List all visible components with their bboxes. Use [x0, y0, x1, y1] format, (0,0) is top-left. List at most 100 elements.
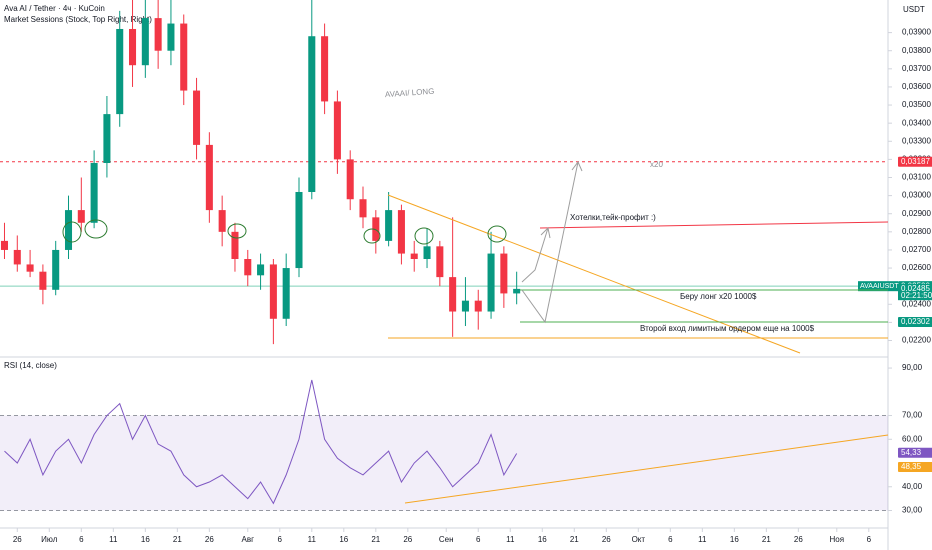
price-tag-label: 0,03187: [901, 157, 930, 166]
candle-body: [333, 101, 341, 160]
y-tick-label: 40,00: [902, 482, 923, 491]
chart-title: Ava AI / Tether · 4ч · KuCoin: [4, 4, 105, 13]
x-tick-label: 6: [668, 535, 673, 544]
candle-body: [513, 288, 521, 294]
x-tick-label: 21: [173, 535, 182, 544]
candle-body: [26, 264, 34, 272]
y-tick-label: 0,02900: [902, 209, 931, 218]
x-tick-label: 26: [205, 535, 214, 544]
x-tick-label: 26: [602, 535, 611, 544]
x-tick-label: 6: [476, 535, 481, 544]
candle-body: [461, 300, 469, 312]
annotation: Второй вход лимитным ордером еще на 1000…: [640, 324, 815, 333]
candle-body: [269, 264, 277, 319]
candle-body: [500, 253, 508, 294]
chart-subtitle: Market Sessions (Stock, Top Right, Right…: [4, 15, 152, 24]
y-tick-label: 0,02600: [902, 263, 931, 272]
candle-body: [474, 300, 482, 312]
candle-body: [487, 253, 495, 312]
candle-body: [385, 210, 393, 241]
y-tick-label: 60,00: [902, 434, 923, 443]
x-tick-label: Сен: [439, 535, 454, 544]
drawings: [62, 161, 889, 504]
price-tag: [898, 461, 932, 472]
x-tick-label: 6: [278, 535, 283, 544]
x-tick-label: 6: [79, 535, 84, 544]
candle-body: [359, 199, 367, 218]
annotation: Хотелки,тейк-профит :): [570, 213, 656, 222]
x-tick-label: Авг: [242, 535, 255, 544]
candle-body: [129, 28, 137, 66]
y-tick-label: 0,03400: [902, 118, 931, 127]
y-tick-label: 0,03900: [902, 28, 931, 37]
price-tag: [898, 447, 932, 458]
x-tick-label: 16: [538, 535, 547, 544]
price-tag-label: 0,02302: [901, 317, 930, 326]
x-tick-label: 16: [730, 535, 739, 544]
highlight: [62, 221, 82, 243]
candle-body: [397, 210, 405, 254]
y-tick-label: 0,02700: [902, 245, 931, 254]
x-tick-label: Окт: [632, 535, 646, 544]
highlight: [84, 219, 108, 239]
highlight: [227, 223, 247, 239]
candle-body: [257, 264, 265, 276]
x-tick-label: 21: [371, 535, 380, 544]
y-tick-label: 0,03700: [902, 64, 931, 73]
candle-body: [410, 253, 418, 260]
candle-body: [52, 249, 60, 290]
candle-body: [308, 36, 316, 192]
highlight: [414, 227, 434, 245]
x-tick-label: 26: [794, 535, 803, 544]
symbol-tag-label: AVAAIUSDT: [860, 283, 899, 290]
candle-body: [321, 36, 329, 102]
candle-body: [116, 28, 124, 115]
arrow-head: [540, 226, 551, 239]
candle-body: [13, 249, 21, 265]
y-tick-label: 30,00: [902, 506, 923, 515]
x-tick-label: Ноя: [830, 535, 845, 544]
x-tick-label: 21: [762, 535, 771, 544]
y-tick-label: 0,03500: [902, 100, 931, 109]
x-tick-label: 11: [698, 535, 707, 544]
candle-body: [39, 271, 47, 290]
y-tick-label: 0,03600: [902, 82, 931, 91]
countdown-tag: [898, 291, 932, 301]
y-axis-label: USDT: [903, 5, 925, 14]
price-tag-label: 54,33: [901, 448, 922, 457]
candle-body: [154, 18, 162, 51]
candle-body: [449, 277, 457, 312]
candle-body: [231, 231, 239, 260]
x-tick-label: Июл: [41, 535, 58, 544]
candle-body: [282, 268, 290, 319]
candle-body: [218, 210, 226, 232]
arrow: [521, 227, 549, 283]
arrow-head: [571, 161, 583, 172]
candle-body: [90, 163, 98, 223]
y-tick-label: 90,00: [902, 363, 923, 372]
annotation: Беру лонг x20 1000$: [680, 292, 757, 301]
x-tick-label: 16: [339, 535, 348, 544]
x-tick-label: 26: [13, 535, 22, 544]
candle-body: [77, 210, 85, 223]
candle-body: [167, 23, 175, 51]
x-tick-label: 11: [506, 535, 515, 544]
candle-body: [103, 114, 111, 164]
countdown: 02:21:50: [901, 291, 932, 300]
candle-body: [295, 191, 303, 269]
price-tag: [898, 156, 932, 167]
watermark: AVAAI/ LONG: [385, 87, 435, 99]
rsi-band: [0, 415, 888, 511]
candle-body: [436, 246, 444, 278]
candle-body: [64, 210, 73, 250]
candle-body: [244, 259, 252, 276]
x-tick-label: 11: [308, 535, 317, 544]
target-line: [539, 221, 889, 229]
x-tick-label: 26: [403, 535, 412, 544]
y-tick-label: 0,02200: [902, 336, 931, 345]
symbol-tag: [858, 281, 898, 292]
price-tag-label: 0,02485: [901, 284, 930, 293]
y-tick-label: 0,03000: [902, 191, 931, 200]
